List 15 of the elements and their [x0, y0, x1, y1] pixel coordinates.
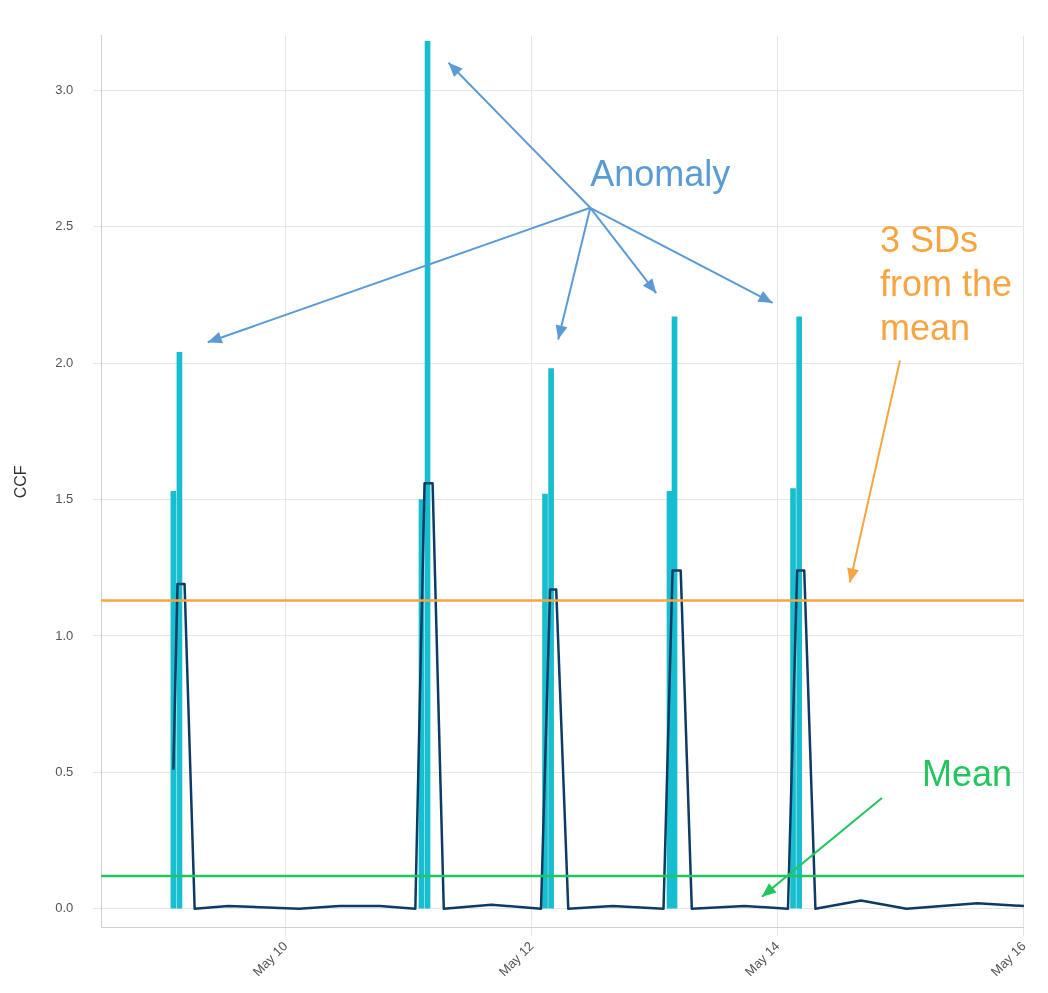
ref-line-label: 3 SDs from the mean	[879, 219, 1012, 349]
y-tick-label: 1.5	[55, 491, 74, 507]
y-tick-label: 2.5	[55, 218, 74, 234]
y-axis-title: CCF	[12, 465, 30, 499]
y-tick-label: 3.0	[55, 81, 74, 97]
x-tick-label: May 10	[249, 938, 291, 980]
annotation: Anomaly	[590, 152, 731, 194]
x-tick-label: May 16	[987, 938, 1029, 980]
x-tick-label: May 12	[495, 938, 537, 980]
x-tick-label: May 14	[741, 938, 783, 980]
y-tick-label: 0.5	[55, 763, 74, 779]
y-tick-label: 2.0	[55, 354, 74, 370]
ref-line-label: Mean	[921, 752, 1012, 794]
y-tick-label: 1.0	[55, 627, 74, 643]
y-tick-label: 0.0	[55, 900, 74, 916]
